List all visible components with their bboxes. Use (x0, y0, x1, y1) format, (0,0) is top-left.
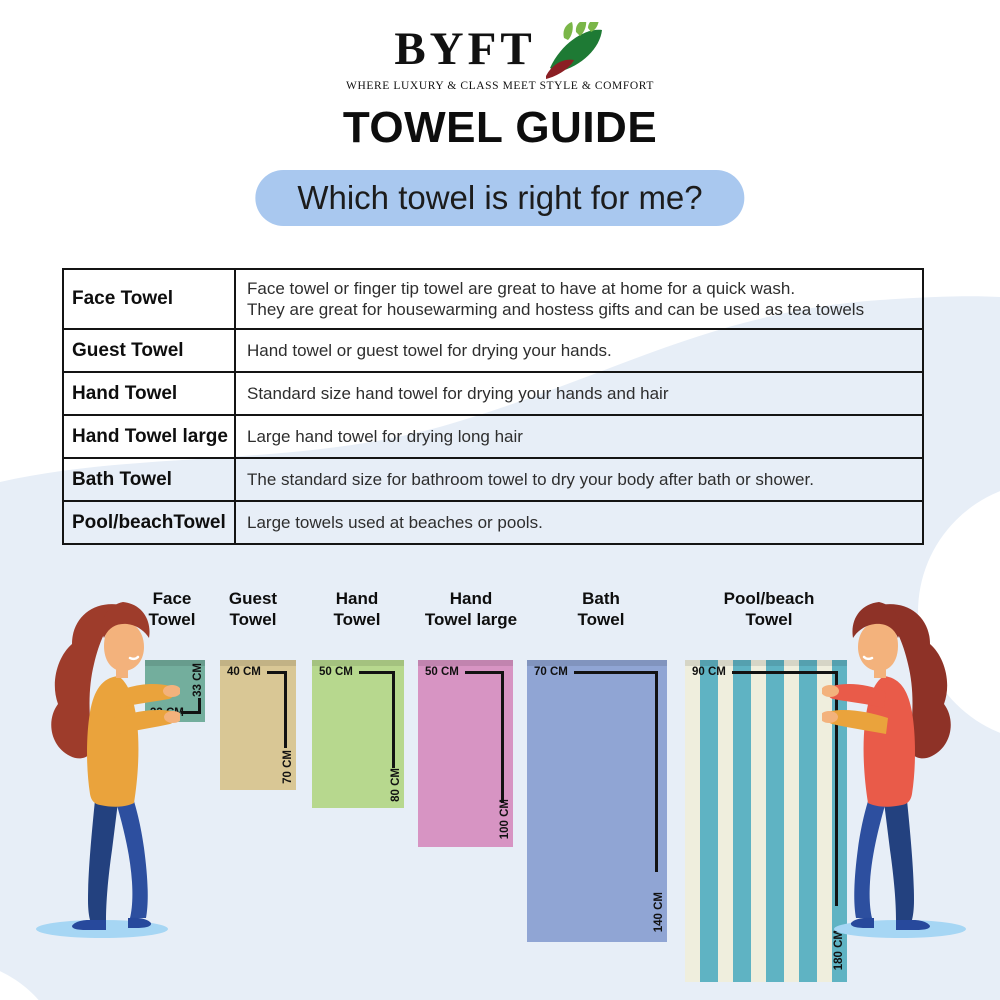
guest-towel-height-label: 70 CM (282, 750, 294, 784)
row-label: Guest Towel (64, 330, 236, 371)
dimension-line (392, 672, 395, 768)
hand-towel-large-swatch: 50 CM 100 CM (418, 660, 513, 847)
hand-towel-swatch: 50 CM 80 CM (312, 660, 404, 808)
table-row: Hand Towel Standard size hand towel for … (64, 371, 922, 414)
row-label: Face Towel (64, 270, 236, 328)
dimension-line (464, 671, 504, 675)
dimension-line (731, 671, 838, 675)
description-line: Large hand towel for drying long hair (247, 426, 523, 446)
column-label-hand-towel-large: Hand Towel large (424, 589, 518, 630)
column-label-hand-towel: Hand Towel (333, 589, 381, 630)
leaf-icon (545, 22, 602, 79)
page-title: TOWEL GUIDE (342, 103, 658, 152)
dimension-line (573, 671, 658, 675)
row-label: Hand Towel (64, 373, 236, 414)
bath-towel-swatch: 70 CM 140 CM (527, 660, 667, 942)
row-label: Bath Towel (64, 459, 236, 500)
dimension-line (181, 698, 201, 714)
guest-towel-width-label: 40 CM (227, 666, 261, 678)
pool-beach-towel-width-label: 90 CM (692, 666, 726, 678)
guest-towel-swatch: 40 CM 70 CM (220, 660, 296, 790)
dimension-line (266, 671, 287, 675)
brand-name: BYFT (394, 23, 536, 75)
dimension-line (358, 671, 395, 675)
row-description: Large hand towel for drying long hair (236, 416, 922, 457)
dimension-line (501, 672, 504, 803)
dimension-line (284, 672, 287, 748)
right-woman-illustration (822, 600, 968, 940)
table-row: Hand Towel large Large hand towel for dr… (64, 414, 922, 457)
brand-logo: BYFT (0, 22, 1000, 80)
pool-beach-towel-swatch: 90 CM 180 CM (685, 660, 847, 982)
face-towel-height-label: 33 CM (192, 663, 204, 697)
description-line: Standard size hand towel for drying your… (247, 383, 669, 403)
question-banner: Which towel is right for me? (255, 170, 745, 226)
description-line: Hand towel or guest towel for drying you… (247, 340, 612, 360)
table-row: Face Towel Face towel or finger tip towe… (64, 270, 922, 328)
hand-towel-width-label: 50 CM (319, 666, 353, 678)
row-label: Pool/beachTowel (64, 502, 236, 543)
towel-guide-table: Face Towel Face towel or finger tip towe… (62, 268, 924, 545)
description-line: Large towels used at beaches or pools. (247, 512, 543, 532)
brand-tagline: WHERE LUXURY & CLASS MEET STYLE & COMFOR… (346, 80, 654, 92)
table-row: Pool/beachTowel Large towels used at bea… (64, 500, 922, 543)
row-description: Standard size hand towel for drying your… (236, 373, 922, 414)
description-line: Face towel or finger tip towel are great… (247, 278, 796, 298)
bath-towel-height-label: 140 CM (653, 891, 665, 932)
row-label: Hand Towel large (64, 416, 236, 457)
table-row: Bath Towel The standard size for bathroo… (64, 457, 922, 500)
description-line: The standard size for bathroom towel to … (247, 469, 814, 489)
dimension-line (835, 672, 838, 906)
row-description: Large towels used at beaches or pools. (236, 502, 922, 543)
bath-towel-width-label: 70 CM (534, 666, 568, 678)
left-woman-illustration (34, 600, 180, 940)
row-description: Hand towel or guest towel for drying you… (236, 330, 922, 371)
column-label-pool-beach-towel: Pool/beach Towel (723, 589, 815, 630)
column-label-face-towel: Face Towel (148, 589, 196, 630)
hand-towel-height-label: 80 CM (390, 768, 402, 802)
table-row: Guest Towel Hand towel or guest towel fo… (64, 328, 922, 371)
hand-towel-large-height-label: 100 CM (499, 798, 511, 839)
description-line: They are great for housewarming and host… (247, 300, 865, 319)
column-label-bath-towel: Bath Towel (577, 589, 625, 630)
row-description: The standard size for bathroom towel to … (236, 459, 922, 500)
dimension-line (655, 672, 658, 872)
row-description: Face towel or finger tip towel are great… (236, 270, 922, 328)
hand-towel-large-width-label: 50 CM (425, 666, 459, 678)
column-label-guest-towel: Guest Towel (228, 589, 278, 630)
